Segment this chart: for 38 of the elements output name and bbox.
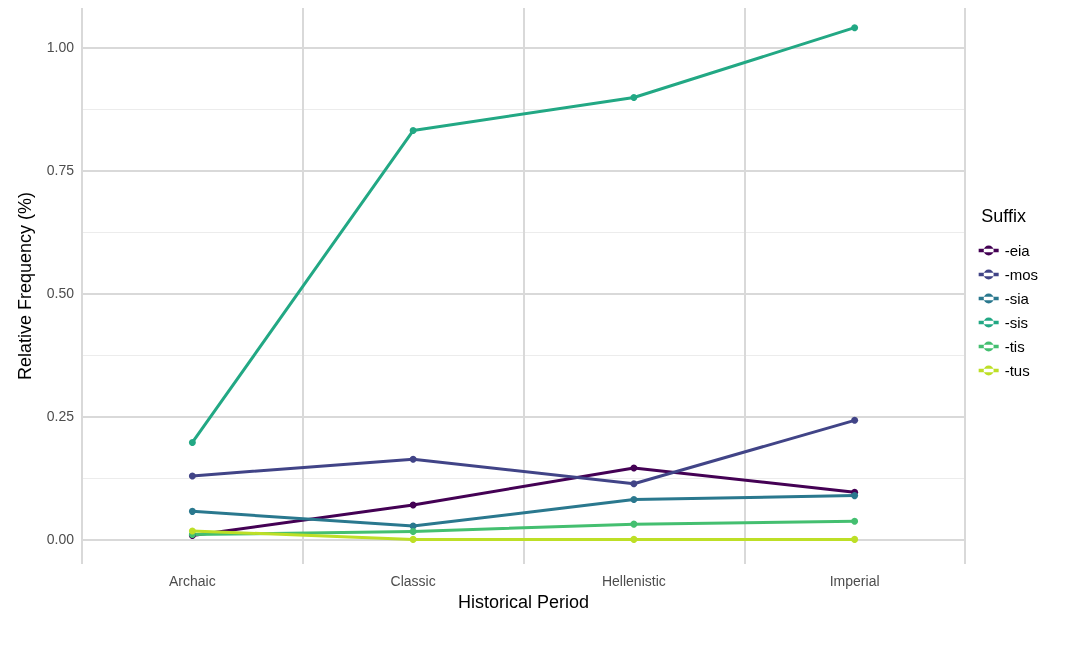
legend-label: -mos (1004, 266, 1039, 283)
point (630, 520, 638, 528)
point (409, 535, 417, 543)
point (851, 416, 859, 424)
point (630, 496, 638, 504)
point (630, 94, 638, 102)
x-tick-label: Archaic (169, 573, 216, 589)
legend-label: -eia (1004, 242, 1031, 259)
point (409, 455, 417, 463)
point (630, 480, 638, 488)
point (409, 127, 417, 135)
y-tick-label: 0.25 (46, 408, 75, 425)
point (851, 24, 859, 32)
point (188, 507, 196, 515)
point (188, 472, 196, 480)
point (188, 438, 196, 446)
point (188, 527, 196, 535)
legend-label: -sia (1004, 290, 1030, 307)
legend-label: -tis (1004, 338, 1025, 355)
x-tick-label: Classic (390, 573, 436, 589)
point (409, 528, 417, 536)
x-tick-label: Imperial (829, 573, 880, 589)
y-axis-title: Relative Frequency (%) (15, 191, 35, 381)
point (630, 535, 638, 543)
legend-label: -sis (1004, 314, 1028, 331)
legend-label: -tus (1004, 362, 1030, 379)
legend-title: Suffix (981, 206, 1027, 226)
y-tick-label: 0.00 (46, 531, 75, 548)
y-tick-label: 1.00 (46, 39, 75, 56)
point (409, 501, 417, 509)
point (851, 535, 859, 543)
x-axis-title: Historical Period (457, 591, 590, 612)
point (851, 492, 859, 500)
x-tick-label: Hellenistic (601, 573, 666, 589)
point (630, 464, 638, 472)
y-tick-label: 0.75 (46, 162, 75, 179)
point (851, 517, 859, 525)
y-tick-label: 0.50 (46, 285, 75, 302)
